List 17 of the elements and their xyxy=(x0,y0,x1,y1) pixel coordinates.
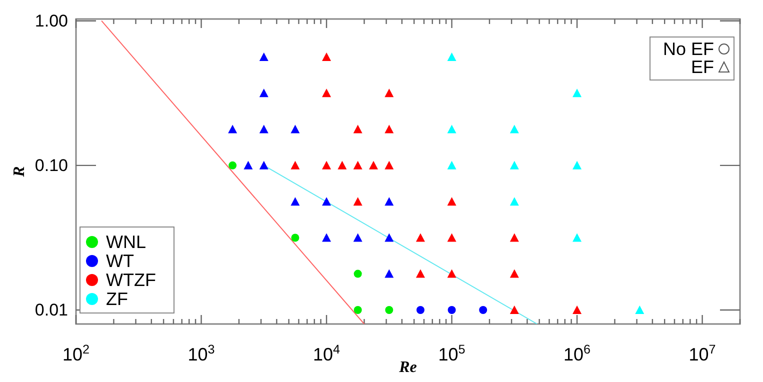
x-axis-title: Re xyxy=(398,359,417,376)
x-tick-label: 10$^{6}$ xyxy=(564,342,591,365)
legend-label: ZF xyxy=(106,289,128,309)
legend-label: WNL xyxy=(106,232,146,252)
y-tick-label: 1.00 xyxy=(34,11,68,30)
annotation: EF xyxy=(690,57,714,77)
x-tick-label: 10$^{3}$ xyxy=(188,342,215,365)
x-tick-label: 10$^{7}$ xyxy=(688,342,716,365)
x-tick-label: 10$^{2}$ xyxy=(62,342,90,365)
y-tick-label: 0.10 xyxy=(34,156,68,175)
y-tick-label: 0.01 xyxy=(34,300,68,320)
x-tick-label: 10$^{5}$ xyxy=(438,342,466,365)
legend-label: WTZF xyxy=(106,270,156,290)
x-tick-label: 10$^{4}$ xyxy=(312,342,340,365)
annotation: No EF xyxy=(662,39,714,59)
legend-label: WT xyxy=(106,251,134,271)
y-axis-title: R xyxy=(11,166,28,178)
